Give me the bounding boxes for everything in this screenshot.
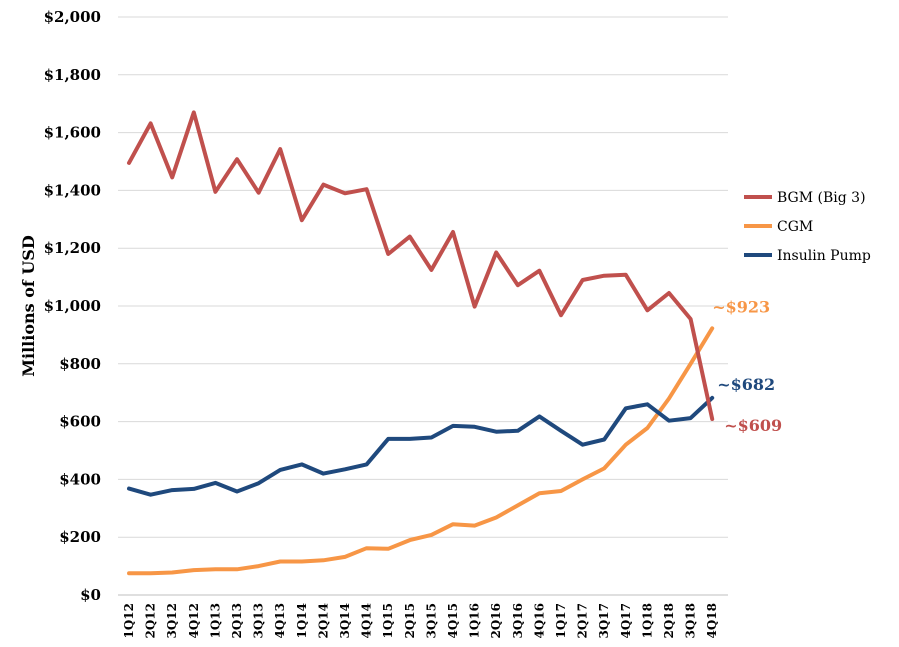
x-tick-label: 1Q17: [554, 603, 568, 639]
x-tick-label: 3Q18: [684, 603, 698, 639]
legend-label: CGM: [777, 219, 813, 235]
x-tick-label: 1Q12: [122, 603, 136, 639]
x-tick-label: 2Q15: [403, 603, 417, 639]
end-value-label: ~$923: [712, 297, 770, 316]
x-tick-label: 1Q14: [295, 603, 309, 639]
series-line-bgm-big-3: [127, 110, 715, 421]
x-tick-label: 2Q14: [316, 603, 330, 639]
x-tick-label: 1Q18: [640, 603, 654, 639]
x-tick-label: 3Q16: [511, 603, 525, 639]
y-tick-label: $600: [59, 413, 101, 431]
x-tick-label: 2Q17: [576, 603, 590, 639]
x-tick-label: 4Q13: [273, 603, 287, 639]
x-tick-label: 2Q16: [489, 603, 503, 639]
x-tick-label: 4Q16: [532, 603, 546, 639]
y-tick-label: $1,400: [44, 181, 101, 199]
end-labels: ~$609 ~$923 ~$682: [712, 297, 782, 435]
x-tick-label: 4Q17: [619, 603, 633, 639]
end-value-label: ~$609: [724, 416, 782, 435]
y-tick-label: $200: [59, 528, 101, 546]
end-value-label: ~$682: [717, 375, 775, 394]
x-tick-label: 4Q15: [446, 603, 460, 639]
series-line-insulin-pump: [127, 395, 715, 497]
y-tick-label: $1,800: [44, 66, 101, 84]
y-tick-label: $2,000: [44, 8, 101, 26]
x-tick-label: 4Q14: [360, 603, 374, 639]
legend-label: Insulin Pump: [777, 248, 871, 264]
x-tick-label: 3Q12: [165, 603, 179, 639]
x-tick-label: 3Q15: [424, 603, 438, 639]
x-tick-label: 4Q12: [187, 603, 201, 639]
x-tick-label: 1Q16: [468, 603, 482, 639]
y-axis-ticks: $0 $200 $400 $600 $800 $1,000 $1,200 $1,400 $1,6…: [44, 8, 101, 604]
x-tick-label: 2Q12: [144, 603, 158, 639]
y-tick-label: $800: [59, 355, 101, 373]
x-tick-label: 3Q13: [252, 603, 266, 639]
x-tick-label: 3Q14: [338, 603, 352, 639]
x-tick-label: 1Q15: [381, 603, 395, 639]
y-tick-label: $1,000: [44, 297, 101, 315]
y-tick-label: $1,600: [44, 124, 101, 142]
x-tick-label: 2Q13: [230, 603, 244, 639]
y-tick-label: $1,200: [44, 239, 101, 257]
y-tick-label: $400: [59, 470, 101, 488]
gridlines: [118, 16, 728, 596]
legend-label: BGM (Big 3): [777, 190, 866, 206]
x-tick-label: 1Q13: [208, 603, 222, 639]
series-lines: [127, 110, 715, 576]
series-line-cgm: [127, 326, 715, 576]
y-axis-label: Millions of USD: [19, 235, 38, 377]
y-tick-label: $0: [80, 586, 101, 604]
x-tick-label: 4Q18: [705, 603, 719, 639]
legend: BGM (Big 3) CGM Insulin Pump: [744, 190, 871, 264]
x-tick-label: 3Q17: [597, 603, 611, 639]
x-tick-label: 2Q18: [662, 603, 676, 639]
x-axis-ticks: 1Q12 2Q12 3Q12 4Q12 1Q13 2Q13 3Q13 4Q13 1Q14 2Q14…: [122, 603, 719, 639]
